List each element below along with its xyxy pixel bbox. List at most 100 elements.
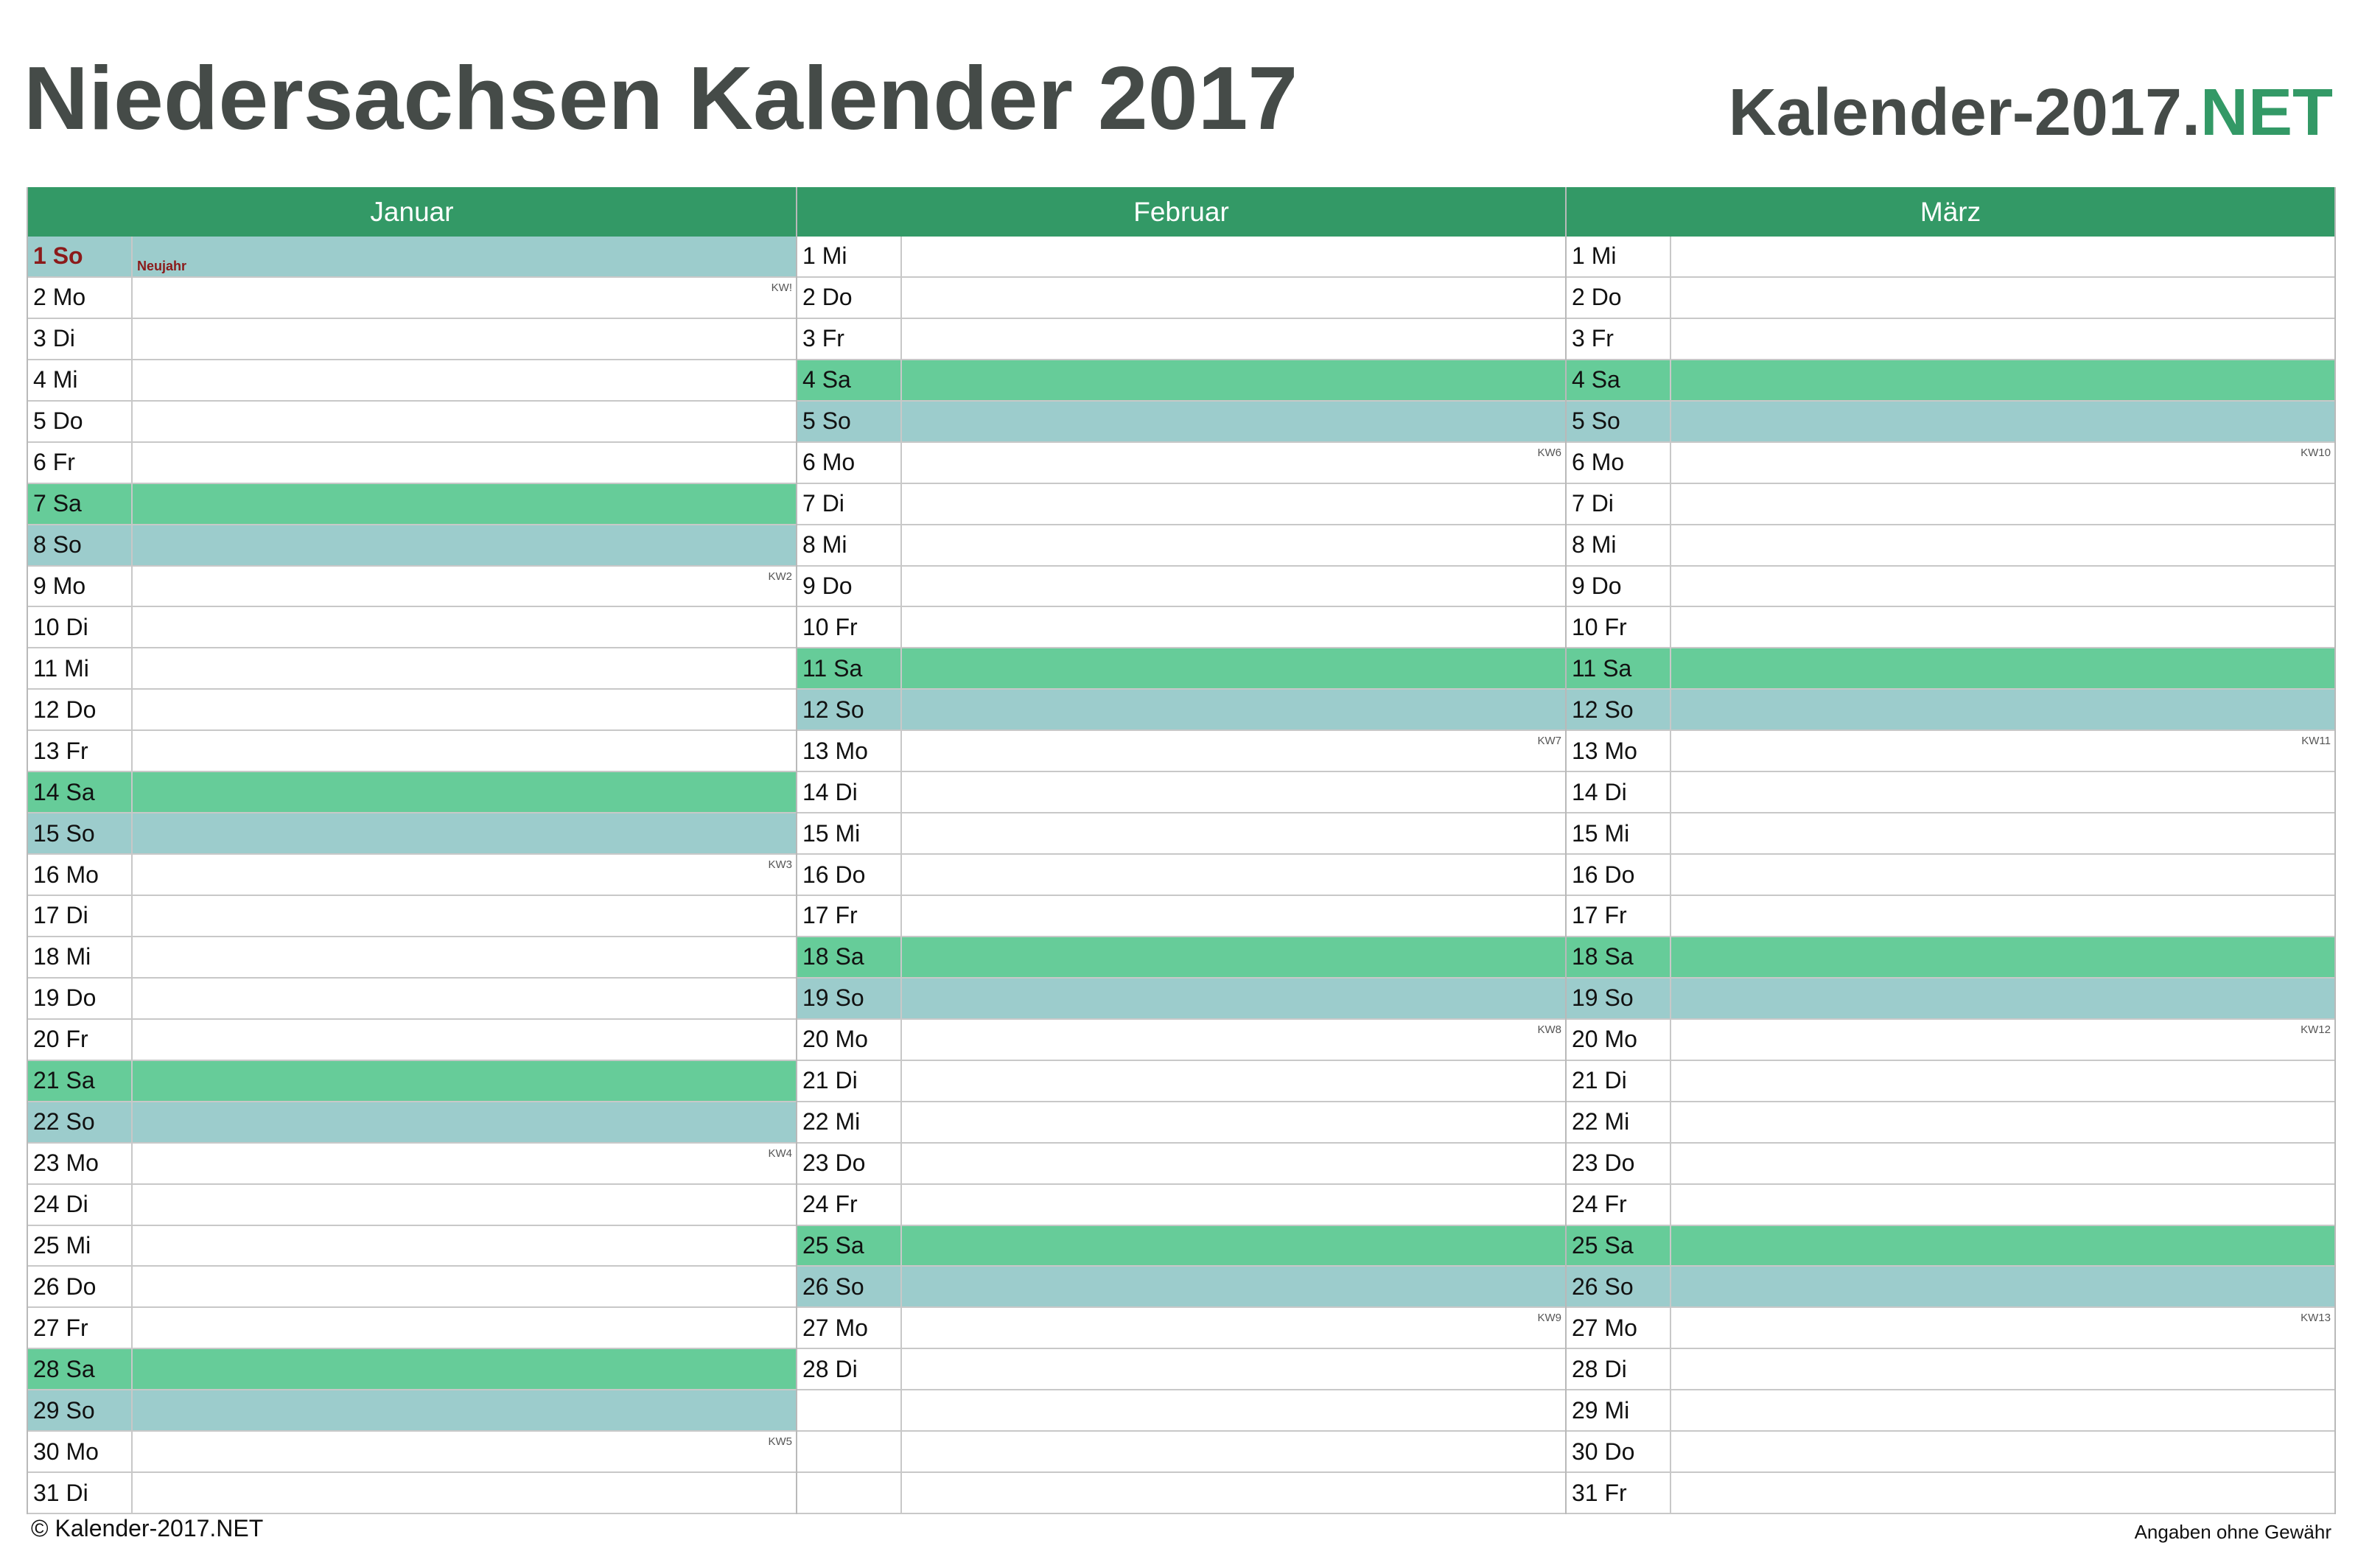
day-row[interactable]: 20 Fr	[28, 1019, 796, 1061]
day-notes-cell[interactable]	[133, 1473, 796, 1513]
day-notes-cell[interactable]	[902, 648, 1565, 688]
day-row[interactable]: 30 Mo KW5	[28, 1432, 796, 1474]
day-row[interactable]: 22 So	[28, 1102, 796, 1144]
day-row[interactable]: 26 So	[1567, 1267, 2334, 1309]
day-notes-cell[interactable]	[1671, 1473, 2334, 1513]
day-notes-cell[interactable]	[1671, 1226, 2334, 1266]
day-notes-cell[interactable]	[133, 1102, 796, 1142]
day-row[interactable]: 27 Mo KW13	[1567, 1308, 2334, 1350]
day-row[interactable]: 1 Mi	[797, 237, 1565, 278]
day-notes-cell[interactable]	[902, 1349, 1565, 1389]
day-row[interactable]: 5 So	[797, 401, 1565, 443]
day-row[interactable]: 3 Di	[28, 318, 796, 360]
day-notes-cell[interactable]	[902, 1061, 1565, 1101]
day-notes-cell[interactable]	[1671, 319, 2334, 359]
day-row[interactable]: 11 Sa	[797, 648, 1565, 690]
day-notes-cell[interactable]	[1671, 484, 2334, 524]
day-row[interactable]: 16 Do	[797, 855, 1565, 896]
day-row[interactable]: 17 Di	[28, 896, 796, 937]
day-row[interactable]: 5 So	[1567, 401, 2334, 443]
day-notes-cell[interactable]: KW2	[133, 567, 796, 606]
day-row[interactable]: 18 Sa	[797, 937, 1565, 979]
day-notes-cell[interactable]	[902, 1473, 1565, 1513]
day-row[interactable]: 1 Mi	[1567, 237, 2334, 278]
day-notes-cell[interactable]	[133, 1390, 796, 1430]
day-row[interactable]: 19 So	[797, 978, 1565, 1020]
day-row[interactable]: 8 Mi	[1567, 525, 2334, 567]
day-row[interactable]: 3 Fr	[797, 318, 1565, 360]
day-notes-cell[interactable]	[1671, 690, 2334, 729]
day-row[interactable]: 19 Do	[28, 978, 796, 1020]
day-notes-cell[interactable]	[902, 690, 1565, 729]
day-notes-cell[interactable]	[1671, 648, 2334, 688]
day-row[interactable]: 15 So	[28, 813, 796, 855]
day-notes-cell[interactable]	[1671, 1349, 2334, 1389]
day-notes-cell[interactable]	[902, 278, 1565, 318]
day-row[interactable]: 20 Mo KW12	[1567, 1019, 2334, 1061]
day-row[interactable]: 31 Di	[28, 1473, 796, 1515]
day-row[interactable]: 29 So	[28, 1390, 796, 1432]
day-row[interactable]: 11 Mi	[28, 648, 796, 690]
day-row[interactable]: 26 So	[797, 1267, 1565, 1309]
day-row[interactable]: 27 Mo KW9	[797, 1308, 1565, 1350]
day-notes-cell[interactable]	[133, 443, 796, 483]
day-notes-cell[interactable]	[133, 937, 796, 977]
day-row[interactable]: 4 Sa	[797, 360, 1565, 402]
day-notes-cell[interactable]	[133, 896, 796, 936]
day-notes-cell[interactable]: KW7	[902, 731, 1565, 771]
day-row[interactable]: 25 Mi	[28, 1225, 796, 1267]
day-notes-cell[interactable]	[1671, 979, 2334, 1018]
day-row[interactable]: 23 Do	[1567, 1143, 2334, 1185]
day-row[interactable]: 1 So Neujahr	[28, 237, 796, 278]
day-row[interactable]: 7 Di	[797, 483, 1565, 525]
day-row[interactable]: 21 Di	[1567, 1060, 2334, 1102]
day-row[interactable]: 5 Do	[28, 401, 796, 443]
day-row[interactable]	[797, 1473, 1565, 1515]
day-notes-cell[interactable]	[1671, 525, 2334, 565]
day-row[interactable]: 25 Sa	[797, 1225, 1565, 1267]
day-notes-cell[interactable]	[1671, 607, 2334, 647]
day-row[interactable]: 12 So	[1567, 690, 2334, 732]
day-notes-cell[interactable]	[133, 813, 796, 853]
day-notes-cell[interactable]	[1671, 772, 2334, 812]
day-notes-cell[interactable]	[902, 484, 1565, 524]
day-row[interactable]: 14 Sa	[28, 772, 796, 814]
day-row[interactable]: 12 Do	[28, 690, 796, 732]
day-notes-cell[interactable]	[902, 1432, 1565, 1471]
day-notes-cell[interactable]	[1671, 1432, 2334, 1471]
day-row[interactable]: 2 Do	[1567, 277, 2334, 319]
day-notes-cell[interactable]	[902, 319, 1565, 359]
day-notes-cell[interactable]	[1671, 1267, 2334, 1306]
day-row[interactable]: 20 Mo KW8	[797, 1019, 1565, 1061]
day-notes-cell[interactable]	[133, 731, 796, 771]
day-row[interactable]: 6 Fr	[28, 442, 796, 484]
day-notes-cell[interactable]	[133, 525, 796, 565]
day-notes-cell[interactable]	[902, 237, 1565, 276]
day-notes-cell[interactable]	[133, 484, 796, 524]
day-notes-cell[interactable]	[133, 1308, 796, 1348]
day-notes-cell[interactable]	[902, 937, 1565, 977]
day-notes-cell[interactable]: KW!	[133, 278, 796, 318]
day-notes-cell[interactable]	[902, 402, 1565, 441]
day-row[interactable]: 13 Fr	[28, 731, 796, 773]
day-notes-cell[interactable]	[902, 1144, 1565, 1183]
day-row[interactable]: 10 Fr	[1567, 607, 2334, 649]
day-row[interactable]: 2 Do	[797, 277, 1565, 319]
day-notes-cell[interactable]	[902, 772, 1565, 812]
day-row[interactable]: 14 Di	[797, 772, 1565, 814]
day-row[interactable]: 9 Do	[1567, 566, 2334, 608]
day-notes-cell[interactable]	[133, 1020, 796, 1060]
day-notes-cell[interactable]	[133, 979, 796, 1018]
day-notes-cell[interactable]	[902, 607, 1565, 647]
day-row[interactable]: 16 Mo KW3	[28, 855, 796, 896]
day-notes-cell[interactable]: KW11	[1671, 731, 2334, 771]
day-notes-cell[interactable]	[1671, 896, 2334, 936]
day-row[interactable]: 28 Di	[797, 1349, 1565, 1391]
day-notes-cell[interactable]	[133, 319, 796, 359]
day-row[interactable]: 24 Fr	[1567, 1184, 2334, 1226]
day-row[interactable]: 22 Mi	[1567, 1102, 2334, 1144]
day-notes-cell[interactable]	[1671, 1390, 2334, 1430]
day-row[interactable]: 24 Fr	[797, 1184, 1565, 1226]
day-notes-cell[interactable]	[902, 1185, 1565, 1225]
day-notes-cell[interactable]: KW9	[902, 1308, 1565, 1348]
